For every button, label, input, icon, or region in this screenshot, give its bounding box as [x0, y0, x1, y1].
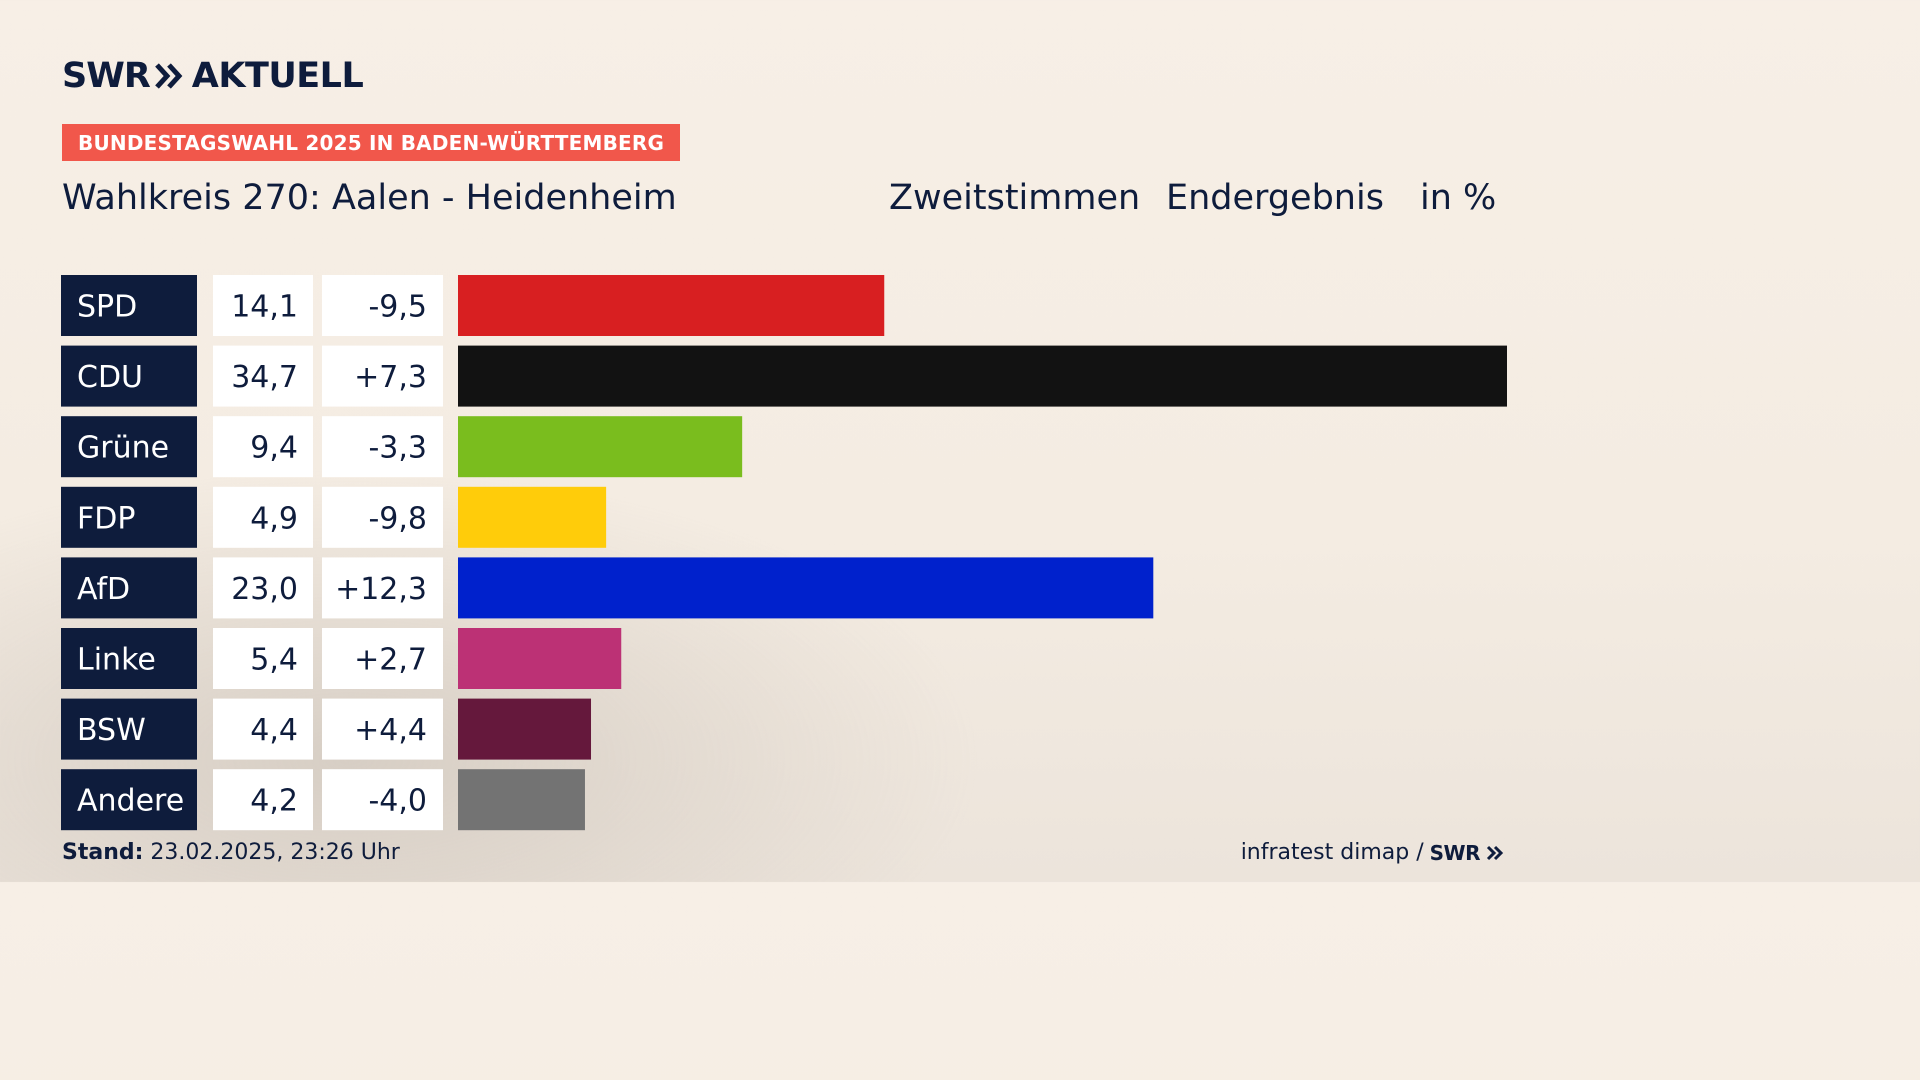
change-box [322, 416, 443, 478]
bar-afd [458, 557, 1154, 619]
value-box [213, 557, 313, 619]
party-label-box [61, 275, 197, 336]
value-label: 4,2 [250, 784, 298, 819]
source-brand: SWR [1429, 840, 1481, 865]
value-box [213, 416, 313, 478]
change-label: -9,8 [368, 501, 427, 536]
value-box [213, 345, 313, 407]
party-label: BSW [77, 713, 146, 748]
change-box [322, 486, 443, 548]
change-box [322, 698, 443, 760]
value-label: 34,7 [231, 360, 298, 395]
value-label: 23,0 [231, 572, 298, 607]
change-box [322, 628, 443, 689]
change-label: -3,3 [368, 431, 427, 466]
page-title: Wahlkreis 270: Aalen - Heidenheim [62, 178, 677, 218]
party-label-box [61, 628, 197, 689]
value-box [213, 486, 313, 548]
double-chevron-icon [1486, 845, 1504, 860]
results-bar-chart: SPD 14,1 -9,5 CDU 34,7 +7,3 Grüne 9,4 -3,3 FDP 4,9… [61, 275, 1507, 831]
value-box [213, 769, 313, 831]
change-label: -4,0 [368, 784, 427, 819]
bar-bsw [458, 698, 592, 760]
party-label: FDP [77, 501, 135, 536]
change-label: +7,3 [354, 360, 427, 395]
value-box [213, 275, 313, 336]
timestamp: Stand: 23.02.2025, 23:26 Uhr [62, 840, 400, 865]
value-label: 9,4 [250, 431, 298, 466]
party-label: CDU [77, 360, 143, 395]
party-label-box [61, 486, 197, 548]
vote-type-label: Zweitstimmen [889, 178, 1141, 218]
bar-grüne [458, 416, 743, 478]
change-box [322, 557, 443, 619]
party-label: SPD [77, 290, 137, 325]
value-box [213, 628, 313, 689]
bar-linke [458, 628, 622, 689]
change-label: -9,5 [368, 290, 427, 325]
party-label: Grüne [77, 431, 169, 466]
value-box [213, 698, 313, 760]
source-text: infratest dimap / [1240, 840, 1424, 865]
party-label-box [61, 345, 197, 407]
logo-swr-text: SWR [62, 56, 151, 96]
party-label-box [61, 698, 197, 760]
change-box [322, 345, 443, 407]
swr-aktuell-logo: SWR AKTUELL [62, 56, 364, 96]
bar-fdp [458, 486, 607, 548]
party-label: Andere [77, 784, 184, 819]
value-label: 5,4 [250, 643, 298, 678]
value-label: 4,4 [250, 713, 298, 748]
stand-value: 23.02.2025, 23:26 Uhr [150, 840, 400, 865]
bar-cdu [458, 345, 1507, 407]
value-label: 14,1 [231, 290, 298, 325]
value-label: 4,9 [250, 501, 298, 536]
double-chevron-icon [154, 63, 183, 89]
party-label: Linke [77, 643, 156, 678]
bar-andere [458, 769, 585, 831]
change-box [322, 275, 443, 336]
party-label-box [61, 416, 197, 478]
result-type-label: Endergebnis [1166, 178, 1384, 218]
bar-spd [458, 275, 885, 336]
party-label-box [61, 769, 197, 831]
stand-label: Stand: [62, 840, 144, 865]
change-label: +12,3 [335, 572, 427, 607]
change-label: +4,4 [354, 713, 427, 748]
logo-aktuell-text: AKTUELL [191, 56, 364, 96]
source-credit: infratest dimap / SWR [1241, 840, 1504, 865]
change-label: +2,7 [354, 643, 427, 678]
unit-label: in % [1420, 178, 1497, 218]
change-box [322, 769, 443, 831]
election-banner: BUNDESTAGSWAHL 2025 IN BADEN-WÜRTTEMBERG [62, 124, 681, 161]
party-label: AfD [77, 572, 130, 607]
party-label-box [61, 557, 197, 619]
